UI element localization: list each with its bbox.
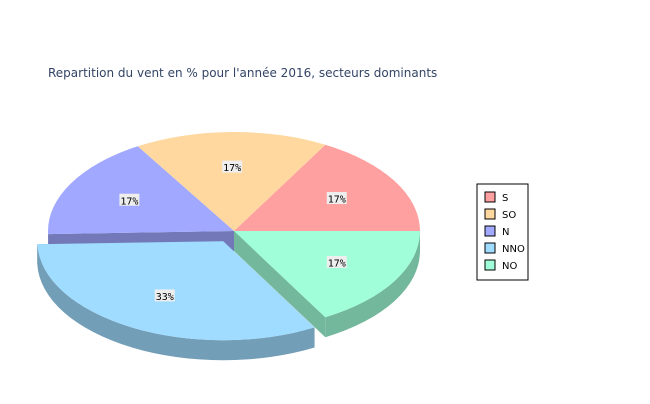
slice-label-nno: 33%	[156, 292, 174, 303]
legend-swatch-s	[485, 192, 495, 202]
legend-swatch-so	[485, 209, 495, 219]
legend-label-so: SO	[502, 210, 516, 221]
legend-label-s: S	[502, 193, 508, 204]
legend: S SO N NNO NO	[477, 184, 528, 280]
slice-label-n: 17%	[120, 196, 138, 207]
legend-swatch-nno	[485, 243, 495, 253]
chart-title: Repartition du vent en % pour l'année 20…	[48, 66, 437, 80]
legend-swatch-n	[485, 226, 495, 236]
legend-label-no: NO	[502, 261, 517, 272]
legend-swatch-no	[485, 260, 495, 270]
slice-label-so: 17%	[223, 163, 241, 174]
legend-label-n: N	[502, 227, 509, 238]
slice-label-s: 17%	[328, 195, 346, 206]
slice-label-no: 17%	[328, 258, 346, 269]
legend-label-nno: NNO	[502, 244, 525, 255]
